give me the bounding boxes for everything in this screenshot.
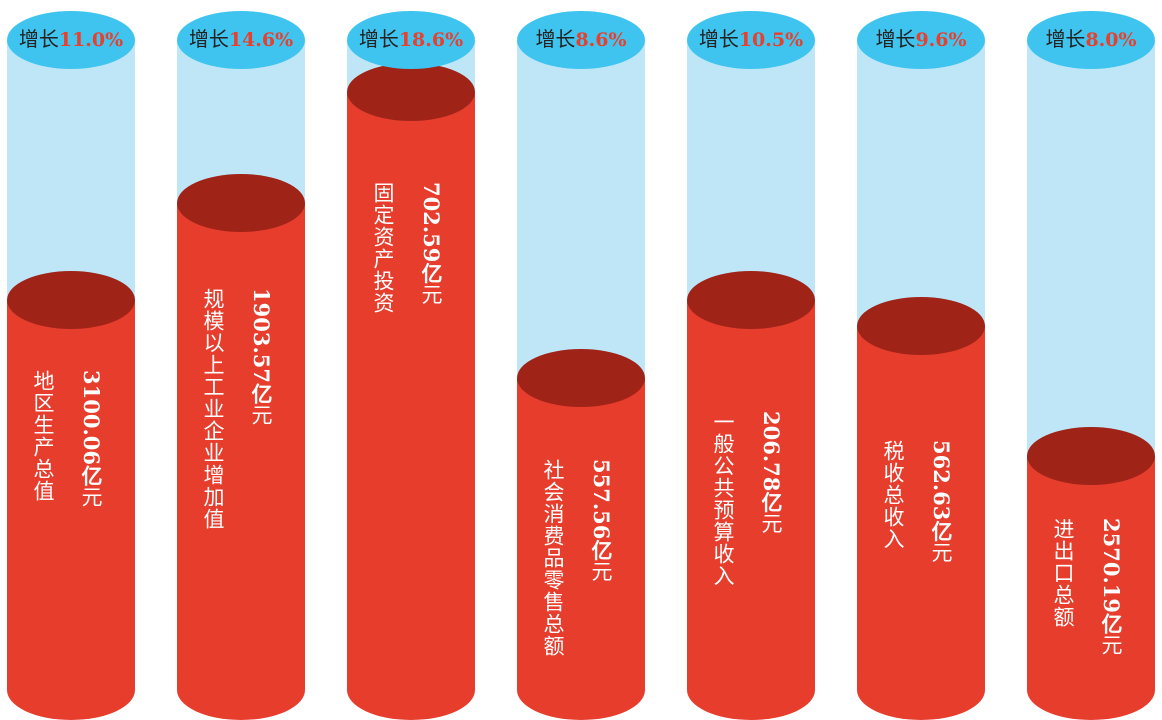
bar-top (177, 174, 305, 232)
data-label-value: 2570.19 (1099, 518, 1124, 613)
data-label-value: 557.56 (589, 459, 614, 540)
growth-label: 增长8.6% (517, 24, 645, 54)
data-label: 2570.19亿元 (1099, 518, 1124, 655)
bar-top (857, 297, 985, 355)
tube-cap (857, 11, 985, 69)
tube-cap (1027, 11, 1155, 69)
bar-top (517, 349, 645, 407)
bar-column: 增长10.5% 一般公共预算收入 206.78亿元 (687, 0, 815, 720)
bar (177, 203, 305, 690)
tube-cap (177, 11, 305, 69)
category-label: 税收总收入 (881, 440, 905, 550)
bar-top (687, 271, 815, 329)
unit-yuan: 元 (249, 403, 273, 425)
growth-value: 9.6% (915, 29, 967, 51)
growth-label: 增长8.0% (1027, 24, 1155, 54)
growth-prefix: 增长 (875, 27, 916, 51)
unit-yi: 亿 (1099, 612, 1123, 634)
growth-prefix: 增长 (1045, 27, 1086, 51)
growth-prefix: 增长 (358, 27, 399, 51)
unit-yuan: 元 (929, 541, 953, 563)
bar-column: 增长8.6% 社会消费品零售总额 557.56亿元 (517, 0, 645, 720)
bar (7, 300, 135, 690)
growth-prefix: 增长 (698, 27, 739, 51)
data-label-value: 702.59 (419, 182, 444, 263)
data-label-value: 1903.57 (249, 288, 274, 383)
bar-base (517, 660, 645, 720)
growth-value: 8.0% (1085, 29, 1137, 51)
tube-cap (517, 11, 645, 69)
bar-top (1027, 427, 1155, 485)
data-label-value: 3100.06 (79, 370, 104, 465)
category-label: 地区生产总值 (31, 370, 55, 502)
unit-yuan: 元 (79, 485, 103, 507)
growth-prefix: 增长 (535, 27, 576, 51)
unit-yi: 亿 (249, 382, 273, 404)
bar-column: 增长9.6% 税收总收入 562.63亿元 (857, 0, 985, 720)
growth-value: 8.6% (575, 29, 627, 51)
growth-label: 增长14.6% (177, 24, 305, 54)
bar (517, 378, 645, 690)
growth-label: 增长9.6% (857, 24, 985, 54)
category-label: 社会消费品零售总额 (541, 459, 565, 657)
unit-yi: 亿 (929, 520, 953, 542)
category-label: 固定资产投资 (371, 182, 395, 314)
bar-base (177, 660, 305, 720)
tube-cap (7, 11, 135, 69)
unit-yi: 亿 (589, 539, 613, 561)
data-label: 1903.57亿元 (249, 288, 274, 425)
bar-base (857, 660, 985, 720)
unit-yi: 亿 (759, 491, 783, 513)
bar-column: 增长18.6% 固定资产投资 702.59亿元 (347, 0, 475, 720)
data-label-value: 206.78 (759, 411, 784, 492)
growth-prefix: 增长 (188, 27, 229, 51)
category-label: 一般公共预算收入 (711, 411, 735, 587)
bar-base (1027, 660, 1155, 720)
unit-yi: 亿 (419, 262, 443, 284)
data-label: 562.63亿元 (929, 440, 954, 563)
growth-value: 14.6% (228, 29, 294, 51)
tube-cap (687, 11, 815, 69)
tube-cap (347, 11, 475, 69)
bar-column: 增长8.0% 进出口总额 2570.19亿元 (1027, 0, 1155, 720)
bar (1027, 456, 1155, 690)
data-label-value: 562.63 (929, 440, 954, 521)
unit-yi: 亿 (79, 464, 103, 486)
bar-base (687, 660, 815, 720)
bar (857, 326, 985, 690)
bar-top (7, 271, 135, 329)
unit-yuan: 元 (419, 283, 443, 305)
growth-label: 增长10.5% (687, 24, 815, 54)
bar-column: 增长14.6% 规模以上工业企业增加值 1903.57亿元 (177, 0, 305, 720)
unit-yuan: 元 (1099, 633, 1123, 655)
category-label: 规模以上工业企业增加值 (201, 288, 225, 530)
growth-value: 11.0% (58, 29, 124, 51)
bar-column: 增长11.0% 地区生产总值 3100.06亿元 (7, 0, 135, 720)
bar (347, 92, 475, 690)
bar-top (347, 63, 475, 121)
data-label: 206.78亿元 (759, 411, 784, 534)
unit-yuan: 元 (759, 512, 783, 534)
growth-label: 增长11.0% (7, 24, 135, 54)
bar (687, 300, 815, 690)
growth-prefix: 增长 (18, 27, 59, 51)
category-label: 进出口总额 (1051, 518, 1075, 628)
unit-yuan: 元 (589, 560, 613, 582)
growth-value: 18.6% (398, 29, 464, 51)
bar-base (347, 660, 475, 720)
growth-value: 10.5% (738, 29, 804, 51)
data-label: 702.59亿元 (419, 182, 444, 305)
data-label: 3100.06亿元 (79, 370, 104, 507)
growth-label: 增长18.6% (347, 24, 475, 54)
bar-base (7, 660, 135, 720)
data-label: 557.56亿元 (589, 459, 614, 582)
